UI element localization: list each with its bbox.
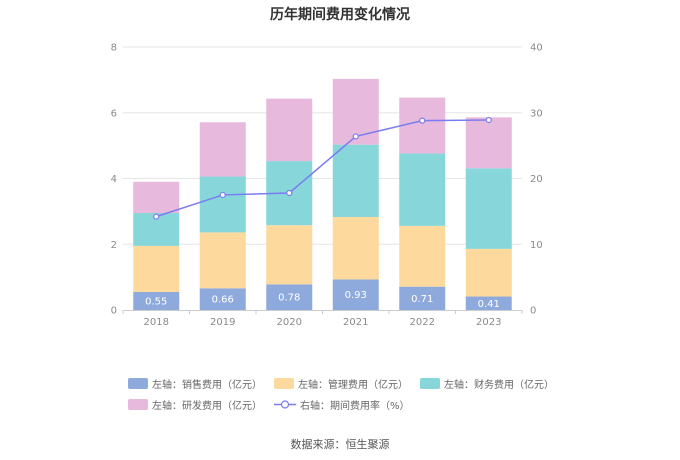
bar-admin-2022	[399, 225, 446, 287]
rate-point-2022	[419, 117, 426, 124]
legend-swatch	[128, 399, 148, 410]
y-right-tick-label: 30	[530, 108, 543, 119]
y-left-tick-label: 0	[111, 306, 117, 317]
bar-finance-2021	[332, 144, 379, 217]
bar-rd-2022	[399, 97, 446, 154]
y-right-tick-label: 0	[530, 306, 536, 317]
bar-finance-2022	[399, 153, 446, 226]
bar-value-label: 0.78	[278, 293, 300, 304]
bar-admin-2021	[332, 216, 379, 280]
chart-title: 历年期间费用变化情况	[270, 7, 410, 23]
legend-label: 左轴：管理费用（亿元）	[298, 380, 408, 391]
bar-finance-2023	[465, 168, 512, 249]
y-left-tick-label: 8	[111, 43, 117, 54]
x-tick-label: 2023	[476, 317, 501, 328]
legend-label: 左轴：销售费用（亿元）	[152, 380, 262, 391]
bar-admin-2023	[465, 248, 512, 297]
legend-item-sales[interactable]: 左轴：销售费用（亿元）	[128, 376, 262, 391]
bar-value-label: 0.55	[145, 296, 167, 307]
legend-label: 左轴：财务费用（亿元）	[444, 380, 554, 391]
chart-legend: 左轴：销售费用（亿元） 左轴：管理费用（亿元） 左轴：财务费用（亿元） 左轴：研发费用…	[128, 376, 568, 412]
bar-sales-2021	[332, 279, 379, 310]
bar-value-label: 0.71	[411, 294, 433, 305]
legend-label: 左轴：研发费用（亿元）	[152, 401, 262, 412]
rate-point-2023	[485, 116, 492, 124]
bar-sales-2022	[399, 286, 446, 310]
y-right-tick-label: 10	[530, 240, 543, 251]
x-tick-label: 2020	[277, 317, 302, 328]
bar-value-label: 0.66	[212, 295, 234, 306]
bar-rd-2018	[133, 181, 180, 214]
bar-sales-2020	[266, 284, 313, 310]
bar-sales-2019	[199, 288, 246, 310]
y-left-tick-label: 2	[111, 240, 117, 251]
expense-chart: 0.55 0.66 0.78 0.93 0.71 0.41 0 2 4 6 8 0 10 20 30 40 2…	[111, 43, 543, 329]
rate-point-2019	[219, 191, 226, 199]
bar-value-label: 0.93	[345, 290, 367, 301]
bar-admin-2020	[266, 225, 313, 285]
bar-rd-2023	[465, 117, 512, 169]
bar-rd-2020	[266, 98, 313, 162]
legend-label: 右轴：期间费用率（%）	[300, 401, 410, 412]
legend-item-rd[interactable]: 左轴：研发费用（亿元）	[128, 397, 262, 412]
legend-line-swatch	[274, 400, 296, 409]
rate-point-2020	[286, 189, 293, 197]
bar-rd-2019	[199, 122, 246, 177]
bar-admin-2018	[133, 245, 180, 292]
x-tick-label: 2018	[144, 317, 169, 328]
legend-swatch	[420, 378, 440, 389]
bar-admin-2019	[199, 232, 246, 289]
y-right-tick-label: 40	[530, 43, 543, 54]
y-right-tick-label: 20	[530, 174, 543, 185]
legend-item-rate_line[interactable]: 右轴：期间费用率（%）	[274, 397, 410, 412]
rate-point-2018	[153, 213, 160, 220]
y-left-tick-label: 6	[111, 108, 117, 119]
x-tick-label: 2019	[210, 317, 235, 328]
legend-swatch	[128, 378, 148, 389]
legend-item-admin[interactable]: 左轴：管理费用（亿元）	[274, 376, 408, 391]
rate-line	[156, 119, 489, 218]
x-tick-label: 2021	[343, 317, 368, 328]
bar-finance-2019	[199, 176, 246, 233]
y-left-tick-label: 4	[111, 174, 117, 185]
legend-item-finance[interactable]: 左轴：财务费用（亿元）	[420, 376, 554, 391]
rate-point-2021	[352, 133, 359, 140]
x-tick-label: 2022	[410, 317, 435, 328]
data-source-note: 数据来源：恒生聚源	[290, 438, 390, 451]
legend-swatch	[274, 378, 294, 389]
bar-value-label: 0.41	[478, 299, 500, 310]
bar-sales-2023	[465, 296, 512, 310]
bar-sales-2018	[133, 291, 180, 310]
